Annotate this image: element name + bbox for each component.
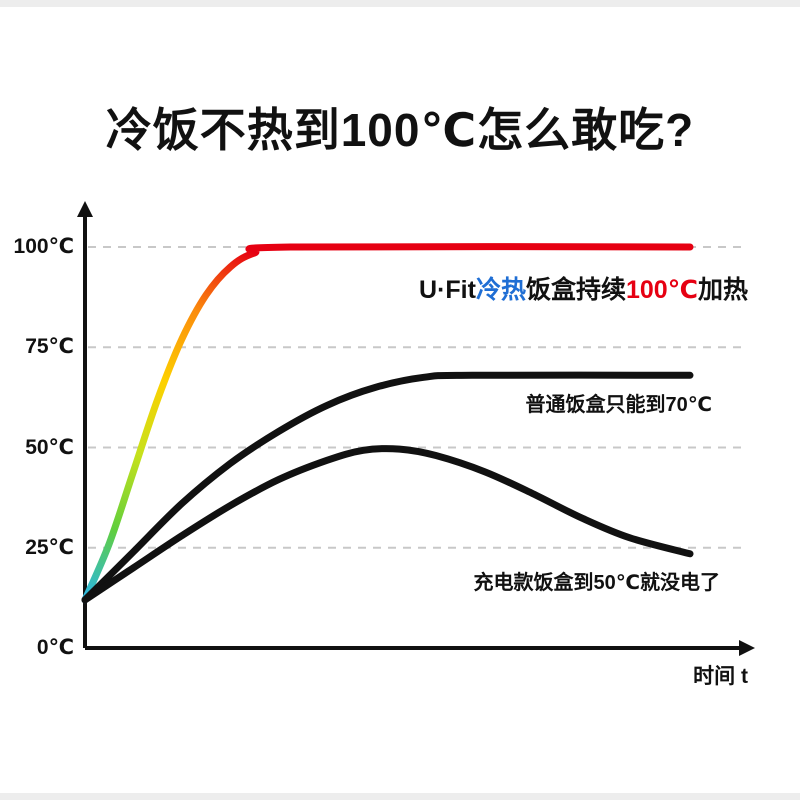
annotation-ordinary-curve: 普通饭盒只能到70℃ <box>525 394 712 416</box>
y-tick-label-25: 25℃ <box>25 535 74 559</box>
y-axis-arrow-icon <box>77 201 93 217</box>
y-tick-label-100: 100℃ <box>13 235 74 258</box>
x-axis-label: 时间 t <box>693 665 748 688</box>
chart-plot-area <box>77 201 755 656</box>
y-tick-label-0: 0℃ <box>36 636 74 659</box>
page-title: 冷饭不热到100℃怎么敢吃? <box>105 104 695 156</box>
annotation-ufit-temp: 100℃ <box>625 276 698 304</box>
annotation-ufit-brand: U·Fit <box>419 276 476 304</box>
temperature-comparison-chart: 0℃ 25℃ 50℃ 75℃ 100℃ U·Fit冷热饭盒持续100℃加热 普通饭盒只能… <box>0 190 800 770</box>
x-axis-arrow-icon <box>739 640 755 656</box>
y-tick-label-50: 50℃ <box>25 435 74 459</box>
annotation-ufit-curve: U·Fit冷热饭盒持续100℃加热 <box>419 270 748 306</box>
top-edge-strip <box>0 0 800 7</box>
annotation-ufit-hotcold: 冷热 <box>475 276 526 304</box>
curve-ordinary-box <box>81 371 694 604</box>
annotation-ufit-heat: 加热 <box>697 276 748 304</box>
curve-battery-box <box>81 445 694 604</box>
curve-ufit <box>81 243 694 604</box>
annotation-ufit-box: 饭盒持续 <box>525 276 626 304</box>
bottom-edge-strip <box>0 793 800 800</box>
y-tick-label-75: 75℃ <box>25 335 74 359</box>
annotation-battery-curve: 充电款饭盒到50℃就没电了 <box>473 572 720 594</box>
